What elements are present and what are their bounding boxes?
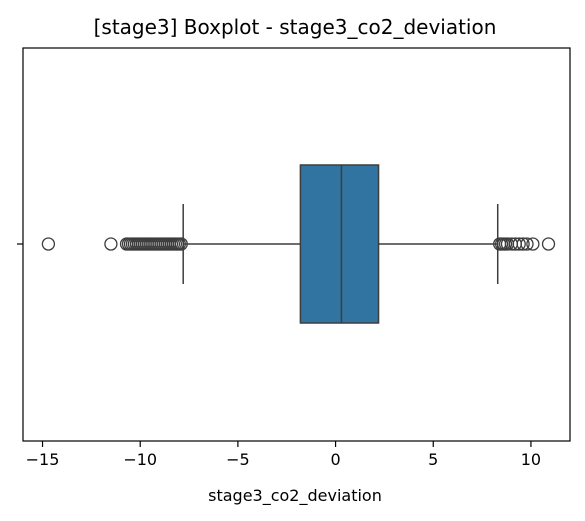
outlier-point [41, 237, 56, 251]
x-tick-label: 5 [428, 450, 438, 469]
outlier-point [104, 237, 118, 251]
x-axis-label: stage3_co2_deviation [208, 486, 382, 506]
outlier-point [526, 237, 540, 251]
x-tick-label: 0 [330, 450, 340, 469]
x-tick-label: −5 [226, 450, 250, 469]
box-iqr [299, 164, 380, 324]
outlier-point [541, 237, 556, 251]
x-axis-ticks: −15 −10 −5 0 5 10 [17, 243, 541, 469]
x-tick-label: −15 [26, 450, 60, 469]
outlier-point [512, 237, 526, 251]
chart-title: [stage3] Boxplot - stage3_co2_deviation [94, 15, 497, 39]
plot-area [22, 47, 571, 442]
outlier-point [516, 237, 530, 251]
x-tick-label: 10 [521, 450, 541, 469]
outlier-point [520, 237, 534, 251]
outlier-point [174, 237, 188, 251]
x-tick-label: −10 [123, 450, 157, 469]
